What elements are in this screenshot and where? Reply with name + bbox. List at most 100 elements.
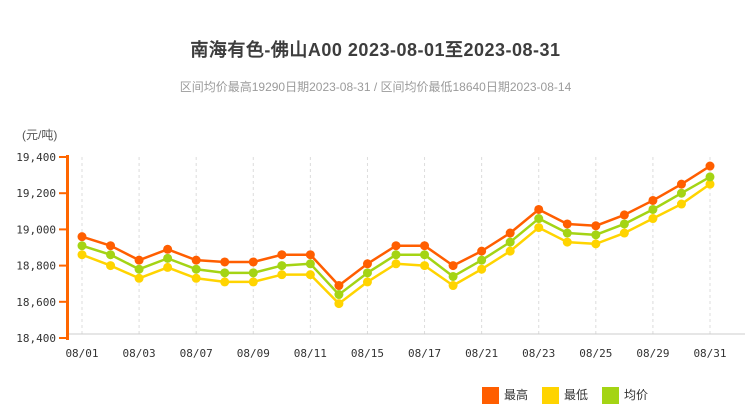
data-point-high-08/29[interactable] (648, 195, 658, 205)
data-point-high-08/07[interactable] (191, 255, 201, 265)
data-point-low-08/17[interactable] (420, 261, 430, 271)
data-point-avg-08/02[interactable] (106, 250, 116, 260)
legend-swatch-avg (602, 387, 620, 404)
data-point-low-08/14[interactable] (334, 299, 344, 309)
data-point-avg-08/01[interactable] (77, 241, 87, 251)
x-tick-label: 08/07 (180, 347, 213, 360)
legend-item-high[interactable]: 最高 (482, 387, 528, 404)
data-point-low-08/24[interactable] (562, 237, 572, 247)
data-point-low-08/07[interactable] (191, 273, 201, 283)
data-point-avg-08/18[interactable] (448, 271, 458, 281)
data-point-low-08/18[interactable] (448, 281, 458, 291)
x-tick-label: 08/15 (351, 347, 384, 360)
data-point-high-08/04[interactable] (163, 244, 173, 254)
data-point-avg-08/30[interactable] (676, 188, 686, 198)
data-point-low-08/15[interactable] (362, 277, 372, 287)
y-tick-label: 19,400 (16, 151, 56, 164)
data-point-high-08/09[interactable] (248, 257, 258, 267)
y-axis: 18,400 18,600 18,800 19,000 19,200 19,400 (16, 151, 69, 345)
data-point-high-08/22[interactable] (505, 228, 515, 238)
data-point-high-08/17[interactable] (420, 241, 430, 251)
data-point-avg-08/14[interactable] (334, 290, 344, 300)
data-point-avg-08/24[interactable] (562, 228, 572, 238)
x-tick-label: 08/09 (237, 347, 270, 360)
data-point-avg-08/23[interactable] (534, 214, 544, 224)
data-point-avg-08/10[interactable] (277, 261, 287, 271)
data-point-high-08/03[interactable] (134, 255, 144, 265)
data-point-high-08/28[interactable] (619, 210, 629, 220)
data-point-high-08/30[interactable] (676, 179, 686, 189)
chart-subtitle: 区间均价最高19290日期2023-08-31 / 区间均价最低18640日期2… (179, 80, 572, 94)
y-tick-label: 18,800 (16, 260, 56, 273)
legend-label-low: 最低 (564, 388, 589, 402)
data-point-low-08/30[interactable] (676, 199, 686, 209)
y-tick-label: 18,400 (16, 332, 56, 345)
data-point-low-08/10[interactable] (277, 270, 287, 280)
x-tick-label: 08/25 (579, 347, 612, 360)
x-tick-label: 08/03 (123, 347, 156, 360)
legend-swatch-high (482, 387, 499, 404)
data-point-avg-08/07[interactable] (191, 264, 201, 274)
legend-item-avg[interactable]: 均价 (602, 387, 648, 404)
data-point-low-08/02[interactable] (106, 261, 116, 271)
data-point-avg-08/31[interactable] (705, 172, 715, 182)
data-point-high-08/31[interactable] (705, 161, 715, 171)
series-avg-points (77, 172, 715, 300)
data-point-avg-08/09[interactable] (248, 268, 258, 278)
data-point-high-08/10[interactable] (277, 250, 287, 260)
x-tick-label: 08/21 (465, 347, 498, 360)
y-tick-label: 18,600 (16, 296, 56, 309)
x-tick-label: 08/31 (693, 347, 726, 360)
data-point-low-08/09[interactable] (248, 277, 258, 287)
data-point-avg-08/04[interactable] (163, 253, 173, 263)
data-point-avg-08/29[interactable] (648, 204, 658, 214)
x-tick-label: 08/17 (408, 347, 441, 360)
data-point-avg-08/25[interactable] (591, 230, 601, 240)
data-point-low-08/01[interactable] (77, 250, 87, 260)
y-tick-label: 19,000 (16, 223, 56, 236)
data-point-high-08/25[interactable] (591, 221, 601, 231)
data-point-high-08/01[interactable] (77, 232, 87, 242)
data-point-high-08/18[interactable] (448, 261, 458, 271)
data-point-high-08/11[interactable] (305, 250, 315, 260)
data-point-low-08/31[interactable] (705, 179, 715, 189)
data-point-low-08/29[interactable] (648, 214, 658, 224)
data-point-avg-08/28[interactable] (619, 219, 629, 229)
chart-legend: 最高 最低 均价 (482, 387, 648, 404)
data-point-high-08/15[interactable] (362, 259, 372, 269)
data-point-avg-08/22[interactable] (505, 237, 515, 247)
y-axis-unit-label: (元/吨) (22, 128, 57, 142)
data-point-low-08/08[interactable] (220, 277, 230, 287)
data-point-high-08/14[interactable] (334, 281, 344, 291)
x-axis-labels: 08/01 08/03 08/07 08/09 08/11 08/15 08/17 08/21… (65, 347, 726, 360)
data-point-low-08/22[interactable] (505, 246, 515, 256)
legend-swatch-low (542, 387, 560, 404)
data-point-high-08/16[interactable] (391, 241, 401, 251)
data-point-avg-08/11[interactable] (305, 259, 315, 269)
data-point-avg-08/15[interactable] (362, 268, 372, 278)
data-point-low-08/25[interactable] (591, 239, 601, 249)
data-point-low-08/16[interactable] (391, 259, 401, 269)
data-point-low-08/04[interactable] (163, 262, 173, 272)
data-point-low-08/23[interactable] (534, 223, 544, 233)
data-point-avg-08/16[interactable] (391, 250, 401, 260)
data-point-low-08/21[interactable] (477, 264, 487, 274)
data-point-low-08/11[interactable] (305, 270, 315, 280)
legend-label-avg: 均价 (624, 388, 649, 402)
legend-label-high: 最高 (504, 388, 529, 402)
x-tick-label: 08/01 (65, 347, 98, 360)
data-point-low-08/03[interactable] (134, 273, 144, 283)
data-point-high-08/08[interactable] (220, 257, 230, 267)
data-point-avg-08/21[interactable] (477, 255, 487, 265)
data-point-high-08/23[interactable] (534, 204, 544, 214)
data-point-high-08/24[interactable] (562, 219, 572, 229)
data-point-avg-08/17[interactable] (420, 250, 430, 260)
legend-item-low[interactable]: 最低 (542, 387, 588, 404)
page-title: 南海有色-佛山A00 2023-08-01至2023-08-31 (190, 40, 561, 60)
data-point-low-08/28[interactable] (619, 228, 629, 238)
data-point-high-08/21[interactable] (477, 246, 487, 256)
data-point-avg-08/08[interactable] (220, 268, 230, 278)
data-point-avg-08/03[interactable] (134, 264, 144, 274)
data-point-high-08/02[interactable] (106, 241, 116, 251)
